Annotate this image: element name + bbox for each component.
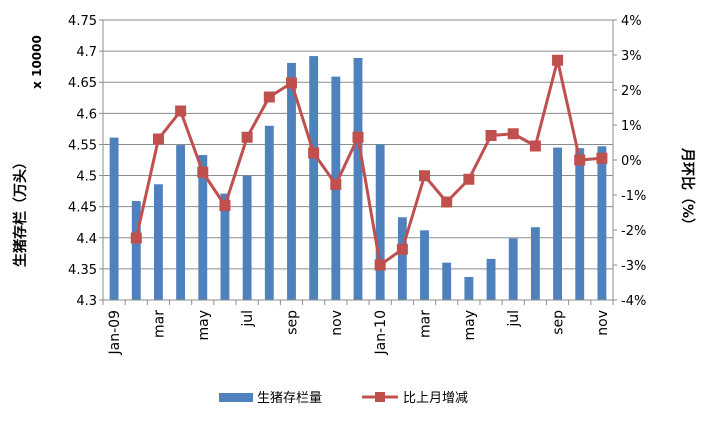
line-series <box>130 54 608 271</box>
y-right-tick-label: 0% <box>621 154 642 169</box>
x-tick-label: may <box>196 310 212 341</box>
bar <box>375 144 385 300</box>
line-point <box>308 147 320 159</box>
line-point <box>507 128 519 140</box>
y-right-tick-label: -2% <box>621 224 646 239</box>
bar <box>597 146 607 300</box>
y-axis-right-title: 月环比（%） <box>679 147 696 232</box>
y-right-tick-label: -1% <box>621 189 646 204</box>
line-point <box>485 130 497 141</box>
y-right-tick-label: 4% <box>621 14 642 29</box>
x-tick-label: nov <box>329 310 345 336</box>
line-point <box>529 140 541 152</box>
bar <box>131 201 141 300</box>
bar <box>353 57 363 301</box>
bar <box>287 62 296 300</box>
y-right-tick-label: -4% <box>621 294 646 309</box>
bar-series <box>109 56 607 301</box>
axes <box>99 19 617 305</box>
x-tick-label: sep <box>284 310 300 335</box>
y-left-tick-label: 4.35 <box>68 263 97 278</box>
line-point <box>441 196 453 208</box>
multiplier-label: x 10000 <box>30 35 44 89</box>
bar <box>176 145 186 300</box>
x-tick-label: Jan-10 <box>373 310 389 355</box>
y-axis-left-title: 生猪存栏（万头） <box>12 155 29 267</box>
bar <box>553 147 562 300</box>
x-tick-label: mar <box>418 310 434 338</box>
line-point <box>263 91 275 103</box>
line-point <box>219 200 231 211</box>
y-left-tick-label: 4.3 <box>76 294 97 309</box>
bar <box>486 258 496 300</box>
legend-label-bar: 生猪存栏量 <box>257 391 322 406</box>
x-tick-label: sep <box>551 310 567 335</box>
bar <box>154 184 163 300</box>
y-left-tick-label: 4.4 <box>76 232 97 247</box>
bar <box>508 238 518 300</box>
line-point <box>175 105 187 117</box>
tick-labels: 4.3 4.35 4.4 4.45 4.5 4.55 4.6 4.65 4.7 4.75 -4% -3… <box>68 14 646 355</box>
y-right-tick-label: 1% <box>621 119 642 134</box>
line-point <box>419 170 431 182</box>
x-tick-label: Jan-09 <box>107 310 123 355</box>
bar <box>109 137 119 300</box>
x-tick-label: may <box>462 310 478 341</box>
line-point <box>396 243 408 255</box>
y-left-tick-label: 4.7 <box>76 45 97 60</box>
bar <box>442 262 452 300</box>
bar <box>198 155 208 300</box>
line-point <box>574 154 586 166</box>
bar <box>309 56 319 300</box>
bar <box>220 193 230 300</box>
line-point <box>130 232 142 244</box>
line-point <box>197 166 209 178</box>
series-line <box>134 58 603 267</box>
bar <box>530 227 540 300</box>
y-left-tick-label: 4.5 <box>76 170 97 185</box>
x-tick-label: nov <box>595 310 611 336</box>
y-right-tick-label: 3% <box>621 49 642 64</box>
line-point <box>374 259 386 271</box>
y-left-tick-label: 4.65 <box>68 76 97 91</box>
x-tick-label: mar <box>151 310 167 338</box>
bar <box>264 125 274 301</box>
y-right-tick-label: 2% <box>621 84 642 99</box>
line-point <box>152 133 164 145</box>
bar <box>575 148 585 300</box>
legend-swatch-bar <box>219 393 253 402</box>
bar <box>397 217 407 300</box>
line-point <box>463 173 475 185</box>
y-right-tick-label: -3% <box>621 259 646 274</box>
bar <box>242 175 252 300</box>
legend-label-line: 比上月增减 <box>403 391 468 406</box>
x-tick-label: jul <box>240 310 256 328</box>
bar <box>420 230 429 300</box>
line-point <box>285 77 297 89</box>
y-left-tick-label: 4.45 <box>68 201 97 216</box>
line-point <box>241 131 253 143</box>
x-tick-label: jul <box>506 310 522 328</box>
y-left-tick-label: 4.75 <box>68 14 97 29</box>
line-point <box>330 179 342 190</box>
y-left-tick-label: 4.6 <box>76 107 97 122</box>
line-point <box>552 54 564 66</box>
y-left-tick-label: 4.55 <box>68 138 97 153</box>
line-point <box>352 131 364 143</box>
legend: 生猪存栏量 比上月增减 <box>219 391 468 406</box>
line-point <box>596 152 608 164</box>
legend-swatch-marker <box>375 392 385 402</box>
bar <box>464 276 474 300</box>
